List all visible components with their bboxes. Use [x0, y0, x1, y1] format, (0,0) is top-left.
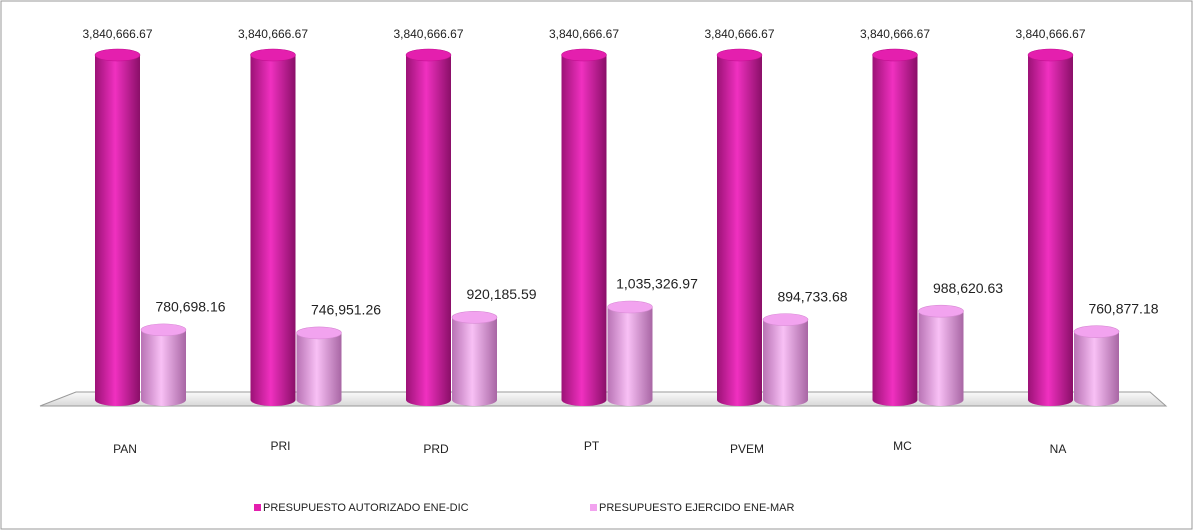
- x-tick-label: NA: [1050, 442, 1067, 456]
- value-label: 3,840,666.67: [82, 27, 152, 41]
- bar: [872, 49, 918, 407]
- bar-top: [140, 323, 187, 337]
- bar: [717, 49, 762, 407]
- bar-top: [250, 48, 296, 62]
- x-tick-label: PAN: [113, 442, 137, 456]
- legend-swatch: [254, 504, 261, 511]
- bar: [141, 323, 186, 406]
- bar-top: [1027, 48, 1074, 62]
- value-label: 988,620.63: [933, 280, 1003, 296]
- bar: [1028, 49, 1073, 407]
- bar: [406, 49, 451, 407]
- value-label: 746,951.26: [311, 302, 381, 318]
- value-label: 760,877.18: [1088, 300, 1158, 316]
- bar: [1074, 325, 1119, 407]
- bar-top: [1073, 325, 1120, 338]
- bar: [607, 300, 653, 407]
- value-label: 3,840,666.67: [704, 27, 774, 41]
- value-label: 3,840,666.67: [1015, 27, 1085, 41]
- x-tick-label: PRD: [423, 442, 449, 456]
- bar: [763, 313, 808, 407]
- x-tick-label: PVEM: [730, 442, 764, 456]
- bar: [452, 311, 497, 407]
- value-label: 3,840,666.67: [393, 27, 463, 41]
- bar-top: [762, 313, 809, 326]
- bar-top: [561, 48, 607, 62]
- x-tick-label: PRI: [270, 439, 290, 453]
- value-label: 3,840,666.67: [549, 27, 619, 41]
- value-label: 3,840,666.67: [238, 27, 308, 41]
- x-tick-label: MC: [893, 439, 912, 453]
- legend-label: PRESUPUESTO EJERCIDO ENE-MAR: [599, 502, 794, 514]
- bar: [561, 49, 607, 407]
- bar-top: [716, 48, 763, 62]
- bar-top: [451, 311, 498, 324]
- value-label: 3,840,666.67: [860, 27, 930, 41]
- bar: [296, 326, 342, 407]
- bar-top: [918, 304, 964, 318]
- legend-swatch: [590, 504, 597, 511]
- value-label: 920,185.59: [466, 286, 536, 302]
- value-label: 780,698.16: [155, 299, 225, 315]
- value-label: 1,035,326.97: [616, 276, 698, 292]
- bar-top: [94, 48, 141, 62]
- bar: [250, 49, 296, 407]
- legend-label: PRESUPUESTO AUTORIZADO ENE-DIC: [263, 502, 469, 514]
- bar-top: [607, 300, 653, 314]
- value-label: 894,733.68: [777, 288, 847, 304]
- bar-top: [296, 326, 342, 340]
- bar: [95, 49, 140, 407]
- bar-top: [872, 48, 918, 62]
- bar-top: [405, 48, 452, 62]
- x-tick-label: PT: [584, 439, 600, 453]
- bar: [918, 305, 964, 407]
